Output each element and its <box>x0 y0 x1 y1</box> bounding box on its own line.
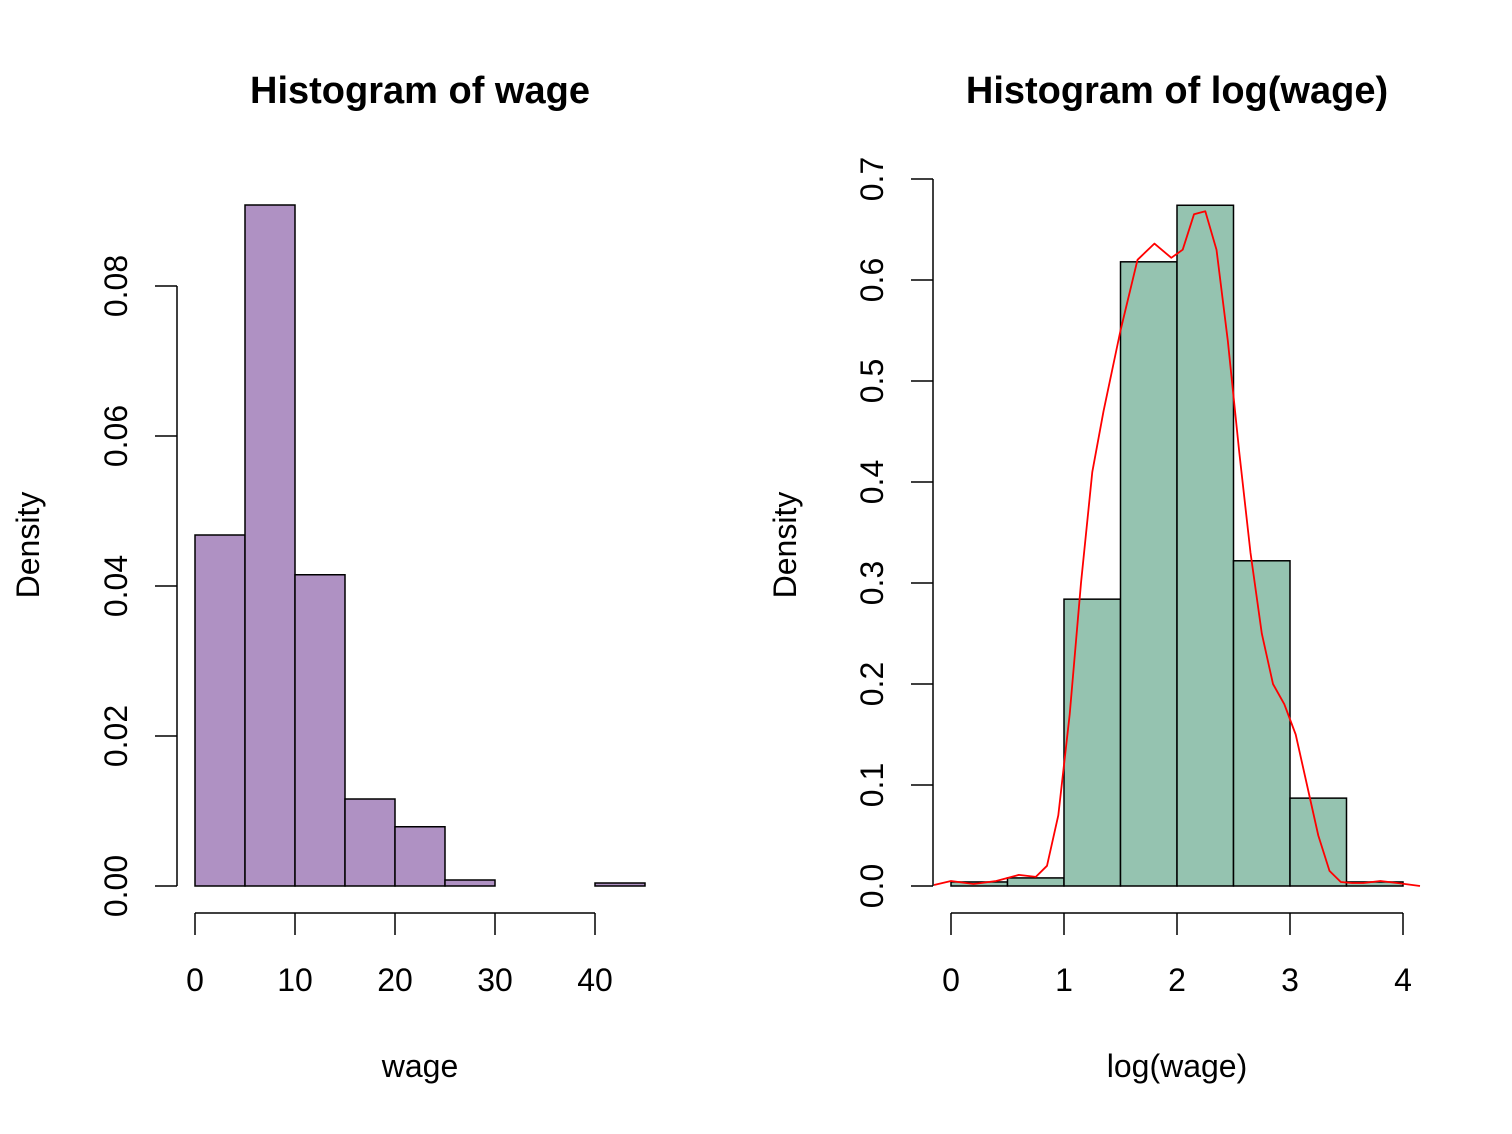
density-curve-group <box>933 210 1421 887</box>
y-axis: 0.00 0.02 0.04 0.06 0.08 <box>98 255 178 917</box>
histogram-bar <box>1006 877 1065 887</box>
y-tick-label: 0.6 <box>854 258 890 302</box>
histogram-bar <box>394 826 446 887</box>
x-axis-label: log(wage) <box>1107 1048 1248 1084</box>
histogram-bar <box>1289 797 1348 887</box>
histogram-bar <box>594 882 646 887</box>
x-tick-label: 10 <box>277 962 313 998</box>
density-curve <box>933 210 1421 887</box>
x-tick-label: 1 <box>1055 962 1073 998</box>
y-tick-label: 0.08 <box>98 255 134 317</box>
y-tick-label: 0.7 <box>854 157 890 201</box>
histogram-bar <box>244 204 296 887</box>
histogram-bar <box>1063 598 1122 887</box>
x-axis: 0 1 2 3 4 <box>942 912 1412 998</box>
histogram-bars <box>950 204 1404 887</box>
x-tick-label: 0 <box>186 962 204 998</box>
y-tick-label: 0.1 <box>854 763 890 807</box>
y-axis-label: Density <box>10 492 46 599</box>
x-tick-label: 20 <box>377 962 413 998</box>
histogram-bar <box>444 879 496 887</box>
x-tick-label: 2 <box>1168 962 1186 998</box>
histogram-bar <box>1232 560 1291 887</box>
histogram-bar <box>194 534 246 887</box>
x-axis: 0 10 20 30 40 <box>186 912 613 998</box>
y-tick-label: 0.5 <box>854 359 890 403</box>
y-tick-label: 0.00 <box>98 855 134 917</box>
histogram-bar <box>344 798 396 887</box>
y-tick-label: 0.4 <box>854 460 890 504</box>
y-tick-label: 0.2 <box>854 662 890 706</box>
x-tick-label: 40 <box>577 962 613 998</box>
x-tick-label: 4 <box>1394 962 1412 998</box>
x-tick-label: 3 <box>1281 962 1299 998</box>
y-tick-label: 0.3 <box>854 561 890 605</box>
x-axis-label: wage <box>381 1048 459 1084</box>
x-tick-label: 30 <box>477 962 513 998</box>
histogram-bar <box>1119 261 1178 887</box>
histogram-bar <box>294 574 346 887</box>
wage-histogram-panel: Histogram of wage wage Density 0 10 20 30 40… <box>10 70 646 1084</box>
y-tick-label: 0.0 <box>854 864 890 908</box>
y-axis: 0.0 0.1 0.2 0.3 0.4 0.5 0.6 0.7 <box>854 157 934 908</box>
y-tick-label: 0.04 <box>98 555 134 617</box>
chart-title: Histogram of log(wage) <box>966 70 1388 112</box>
histogram-bars <box>194 204 646 887</box>
y-tick-label: 0.02 <box>98 705 134 767</box>
histogram-bar <box>1176 204 1235 887</box>
y-axis-label: Density <box>767 492 803 599</box>
log-wage-histogram-panel: Histogram of log(wage) log(wage) Density… <box>767 70 1421 1084</box>
x-tick-label: 0 <box>942 962 960 998</box>
y-tick-label: 0.06 <box>98 405 134 467</box>
chart-title: Histogram of wage <box>250 70 590 112</box>
